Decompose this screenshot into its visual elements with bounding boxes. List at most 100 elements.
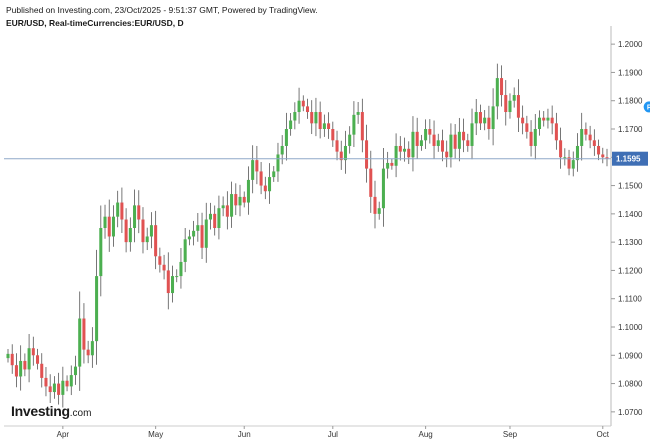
candle[interactable]: [99, 205, 103, 297]
candle[interactable]: [563, 148, 567, 166]
candle[interactable]: [234, 183, 238, 216]
candle[interactable]: [141, 207, 145, 254]
candle[interactable]: [289, 113, 293, 136]
candle[interactable]: [356, 101, 360, 124]
candle[interactable]: [360, 98, 364, 153]
candle[interactable]: [111, 205, 115, 247]
candle[interactable]: [221, 196, 225, 217]
candle[interactable]: [179, 247, 183, 289]
candle[interactable]: [238, 184, 242, 217]
candle[interactable]: [512, 87, 516, 108]
candle[interactable]: [449, 123, 453, 168]
candle[interactable]: [601, 147, 605, 164]
candle[interactable]: [280, 135, 284, 165]
candle[interactable]: [466, 133, 470, 152]
candle[interactable]: [57, 372, 61, 405]
candle[interactable]: [584, 122, 588, 141]
candle[interactable]: [462, 118, 466, 153]
candle[interactable]: [432, 120, 436, 159]
candle[interactable]: [588, 125, 592, 149]
candle[interactable]: [415, 117, 419, 159]
candle[interactable]: [537, 110, 542, 136]
candle[interactable]: [478, 104, 482, 130]
candle[interactable]: [440, 129, 445, 162]
candle[interactable]: [10, 344, 14, 374]
candle[interactable]: [365, 124, 369, 183]
candle[interactable]: [457, 117, 461, 162]
candle[interactable]: [246, 166, 250, 215]
candle[interactable]: [284, 112, 288, 161]
candle[interactable]: [124, 208, 128, 253]
candle[interactable]: [377, 201, 381, 220]
candle[interactable]: [314, 97, 318, 137]
candle[interactable]: [187, 229, 191, 246]
candle[interactable]: [390, 158, 394, 170]
candle[interactable]: [474, 99, 478, 136]
candle[interactable]: [103, 204, 107, 239]
candle[interactable]: [170, 265, 175, 303]
candle[interactable]: [78, 291, 82, 391]
candle[interactable]: [48, 374, 52, 404]
candle[interactable]: [276, 142, 280, 182]
candle[interactable]: [495, 63, 499, 120]
marker-badge[interactable]: P: [643, 101, 650, 113]
candle[interactable]: [175, 269, 179, 283]
candle[interactable]: [491, 88, 495, 146]
candle[interactable]: [65, 375, 69, 392]
candle[interactable]: [605, 148, 609, 167]
candle[interactable]: [272, 166, 276, 182]
candle[interactable]: [14, 353, 18, 388]
candle[interactable]: [322, 114, 326, 137]
candle[interactable]: [73, 355, 78, 385]
candle[interactable]: [31, 336, 35, 366]
candle[interactable]: [166, 252, 170, 310]
candle[interactable]: [69, 365, 73, 396]
candle[interactable]: [268, 163, 272, 204]
candle[interactable]: [204, 202, 208, 263]
candle[interactable]: [318, 101, 322, 139]
candle[interactable]: [597, 139, 601, 161]
candle[interactable]: [592, 129, 596, 156]
candle[interactable]: [213, 205, 217, 236]
candle[interactable]: [192, 220, 196, 246]
candle[interactable]: [145, 227, 149, 251]
candle[interactable]: [348, 126, 352, 154]
candle[interactable]: [529, 120, 533, 157]
candle[interactable]: [200, 212, 204, 260]
candle[interactable]: [259, 161, 263, 195]
candle[interactable]: [23, 353, 27, 377]
candle[interactable]: [487, 105, 491, 140]
candle[interactable]: [27, 334, 31, 383]
candle[interactable]: [331, 121, 335, 147]
candle[interactable]: [419, 134, 423, 151]
candle[interactable]: [310, 100, 314, 135]
candle[interactable]: [19, 345, 23, 391]
candle[interactable]: [82, 303, 86, 364]
candle[interactable]: [571, 151, 575, 177]
candle[interactable]: [95, 249, 99, 365]
candle[interactable]: [403, 137, 407, 162]
candle[interactable]: [339, 140, 343, 170]
candle[interactable]: [242, 191, 246, 208]
candle[interactable]: [525, 115, 529, 139]
candle[interactable]: [500, 65, 504, 107]
candle[interactable]: [369, 150, 373, 213]
candle[interactable]: [230, 181, 234, 228]
candle[interactable]: [263, 176, 267, 200]
candle[interactable]: [373, 180, 377, 229]
candle[interactable]: [546, 108, 550, 129]
candle[interactable]: [297, 87, 301, 124]
candle[interactable]: [381, 147, 385, 227]
candle[interactable]: [445, 140, 449, 168]
candle[interactable]: [255, 145, 259, 185]
candle[interactable]: [352, 101, 356, 148]
candle[interactable]: [504, 80, 508, 126]
candle[interactable]: [554, 112, 558, 150]
candle[interactable]: [424, 119, 428, 149]
candle[interactable]: [36, 348, 40, 370]
candle[interactable]: [162, 254, 166, 280]
candle[interactable]: [154, 210, 158, 270]
candle[interactable]: [407, 141, 411, 165]
candle[interactable]: [149, 212, 153, 249]
